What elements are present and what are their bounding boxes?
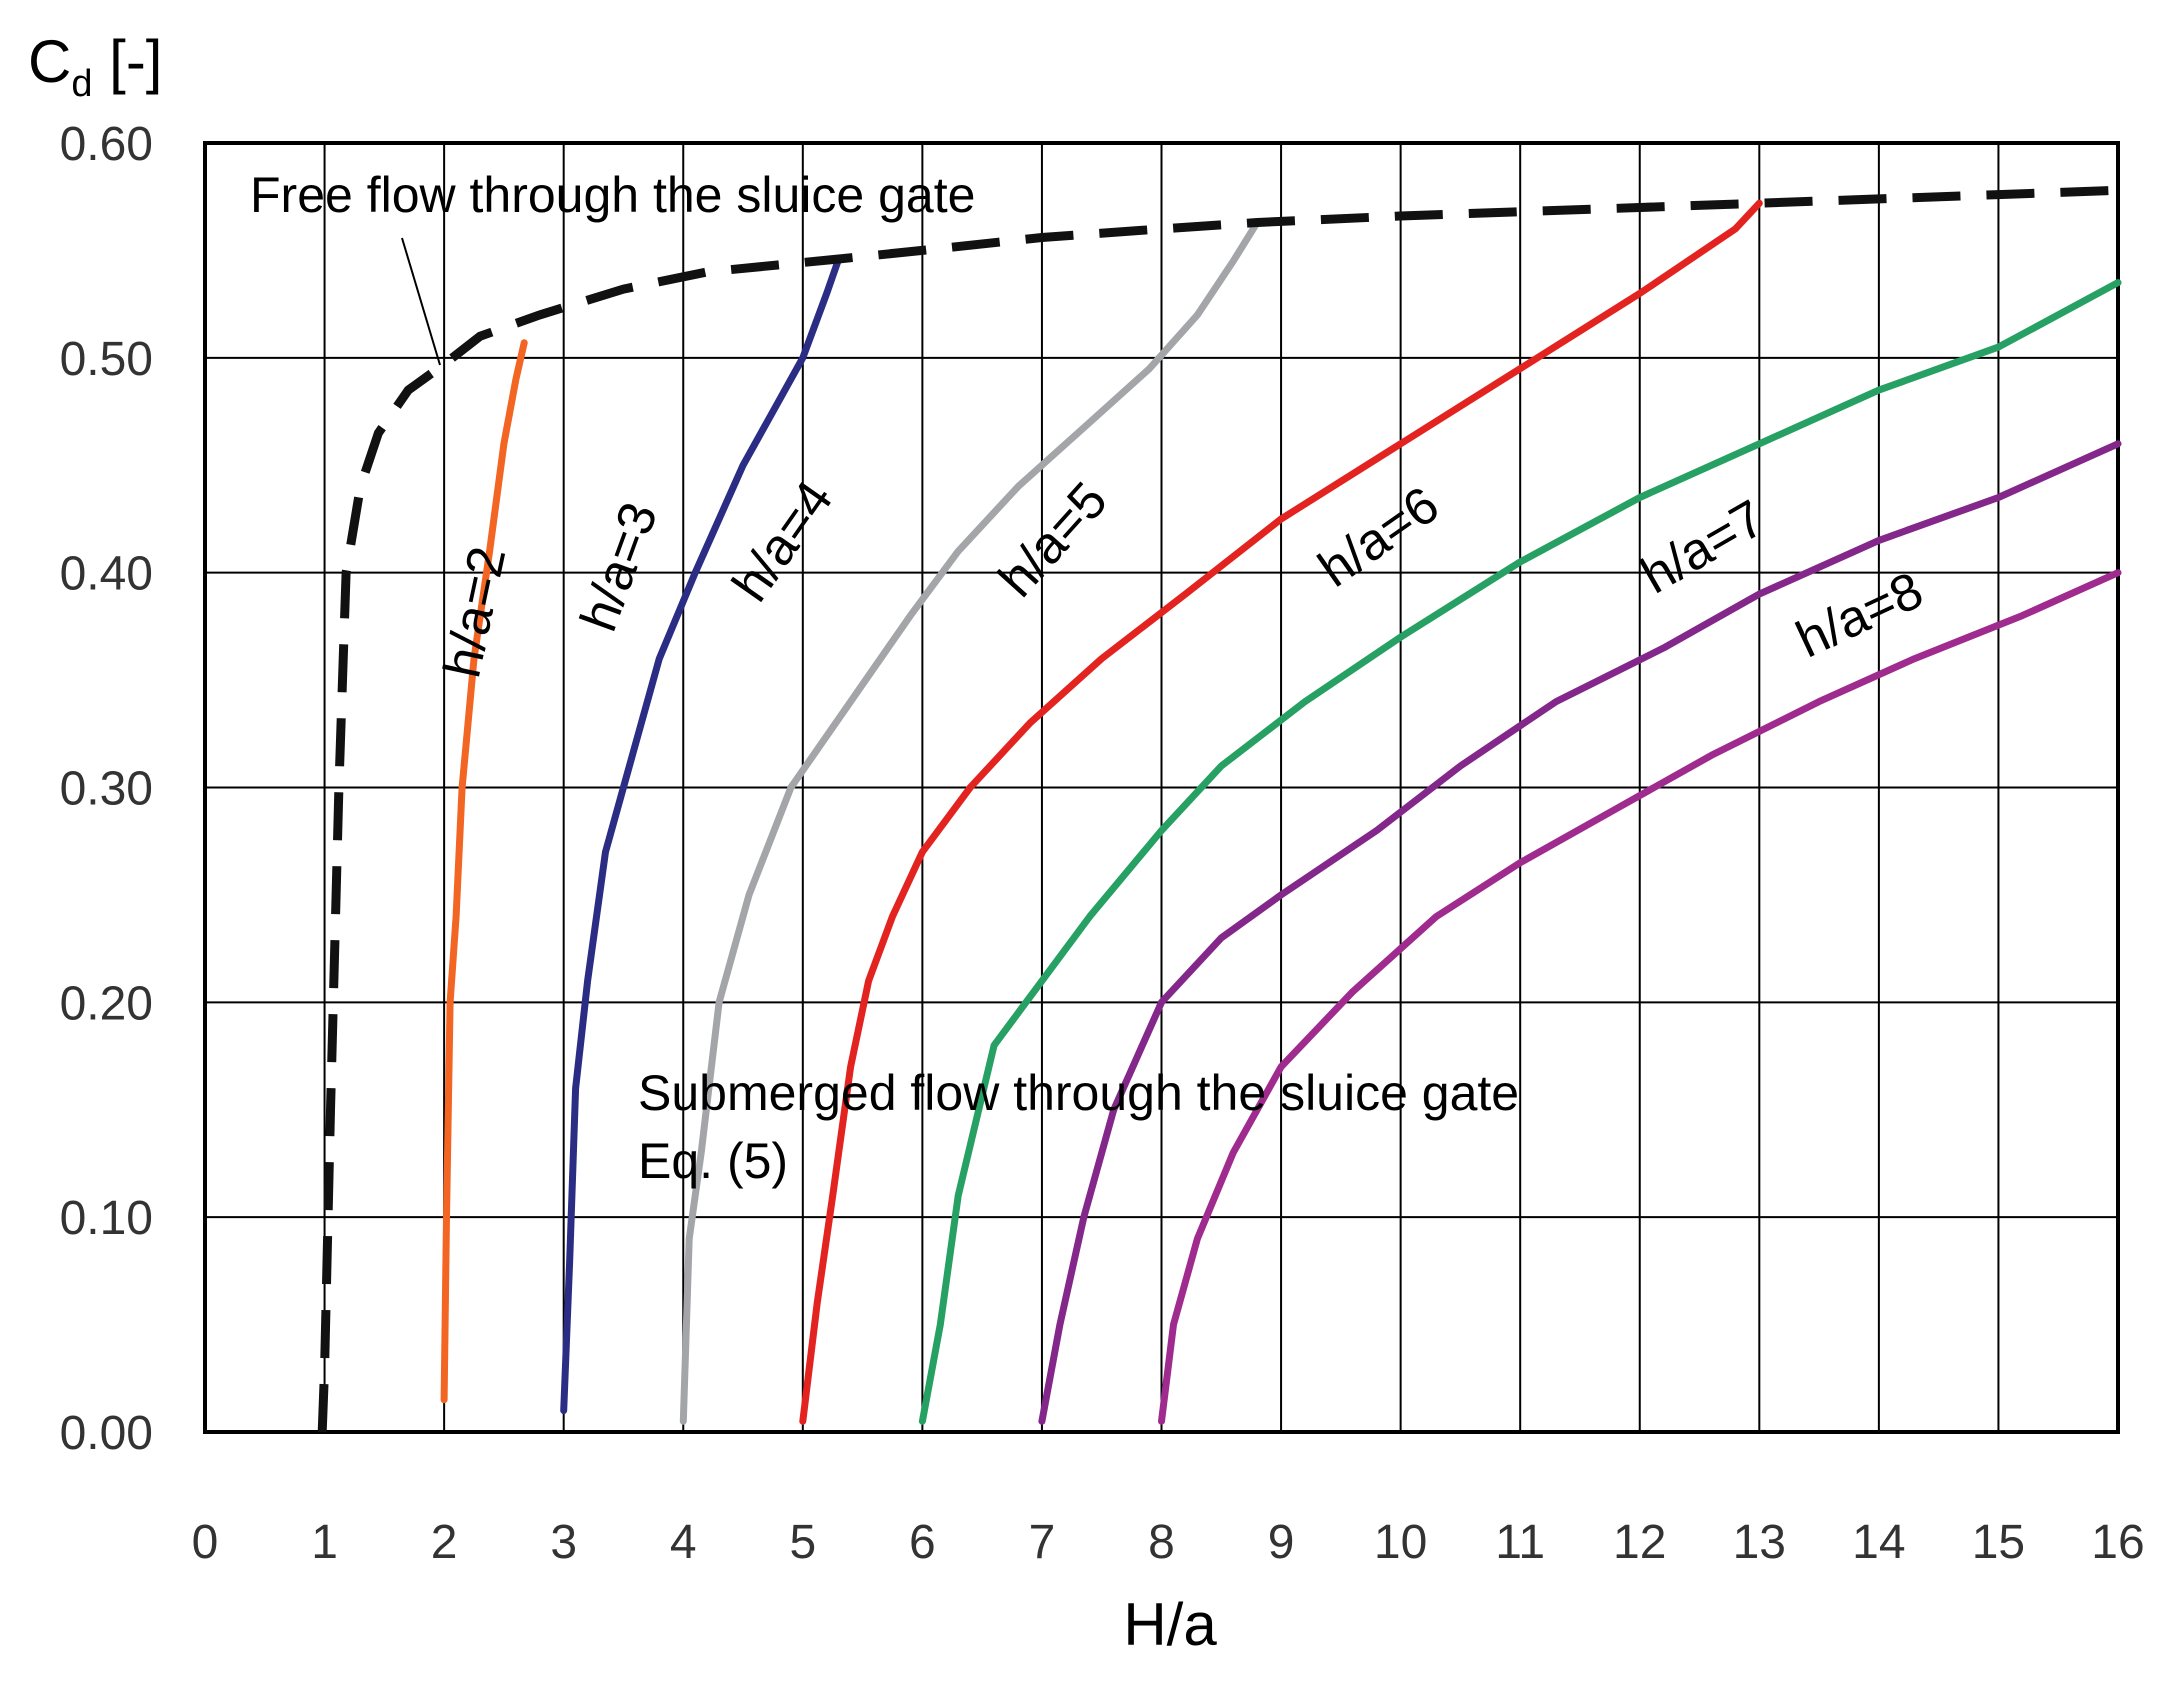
x-tick-label: 2 [431,1516,458,1569]
series-line-6 [918,279,2122,1425]
x-tick-label: 14 [1852,1516,1905,1569]
x-tick-label: 9 [1268,1516,1295,1569]
x-tick-label: 8 [1148,1516,1175,1569]
series-label: h/a=8 [1788,561,1932,669]
y-axis-label: Cd [-] [28,28,162,105]
x-tick-label: 1 [311,1516,338,1569]
y-tick-labels: 0.00 0.10 0.20 0.30 0.40 0.50 0.60 [60,118,153,1460]
y-tick-label: 0.20 [60,977,153,1030]
x-tick-label: 15 [1972,1516,2025,1569]
x-tick-labels: 0 1 2 3 4 5 6 7 8 9 10 11 12 13 14 15 16 [192,1516,2145,1569]
x-tick-label: 10 [1374,1516,1427,1569]
series-line-8 [1158,569,2122,1425]
series-labels: h/a=2 h/a=3 h/a=4 h/a=5 h/a=6 h/a=7h/a=8 [433,471,1931,683]
x-tick-label: 6 [909,1516,936,1569]
y-axis-label-main: C [28,28,71,95]
y-axis-label-unit: [-] [92,28,162,95]
series-label: h/a=4 [721,471,844,612]
free-flow-curve [317,185,2119,1433]
series-label: h/a=7 [1632,489,1775,605]
series-label: h/a=6 [1308,476,1449,599]
series-line-7 [1038,440,2122,1425]
series-line-3 [560,255,843,1414]
y-tick-label: 0.10 [60,1192,153,1245]
x-tick-label: 5 [789,1516,816,1569]
x-tick-label: 0 [192,1516,219,1569]
free-flow-pointer [401,237,441,366]
free-flow-annotation: Free flow through the sluice gate [250,167,975,223]
series-line-2 [440,339,528,1404]
x-axis-label: H/a [1123,1591,1217,1658]
x-tick-label: 16 [2091,1516,2144,1569]
free-flow-line [317,185,2119,1433]
series-lines [440,199,2122,1425]
series-line-5 [799,199,1763,1425]
equation-annotation: Eq. (5) [638,1133,788,1189]
x-tick-label: 4 [670,1516,697,1569]
x-tick-label: 12 [1613,1516,1666,1569]
series-line-4 [679,219,1261,1425]
series-label: h/a=2 [433,542,517,683]
submerged-flow-annotation: Submerged flow through the sluice gate [638,1065,1519,1121]
series-label: h/a=3 [570,495,670,638]
y-tick-label: 0.40 [60,548,153,601]
x-tick-label: 11 [1495,1516,1545,1569]
y-axis-label-sub: d [71,63,92,105]
y-tick-label: 0.30 [60,763,153,816]
x-tick-label: 7 [1029,1516,1056,1569]
plot-frame [203,141,2120,1434]
x-tick-label: 3 [550,1516,577,1569]
y-tick-label: 0.50 [60,333,153,386]
x-tick-label: 13 [1733,1516,1786,1569]
y-tick-label: 0.00 [60,1407,153,1460]
series-label: h/a=5 [988,472,1119,609]
y-tick-label: 0.60 [60,118,153,171]
